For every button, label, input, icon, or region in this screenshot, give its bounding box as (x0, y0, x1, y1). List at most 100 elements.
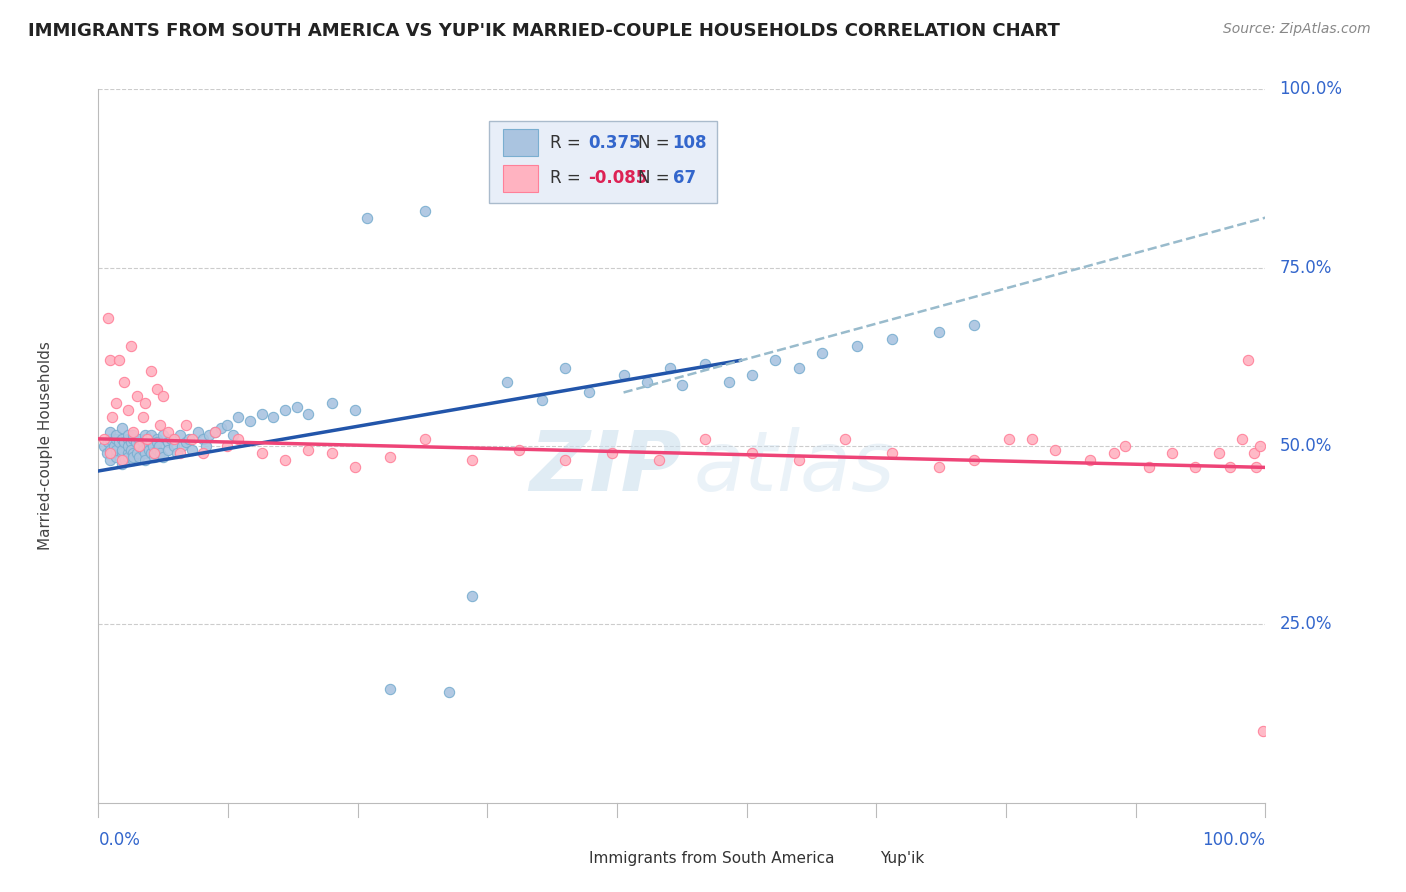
Point (98, 453, 121, 467)
FancyBboxPatch shape (845, 847, 875, 869)
Point (554, 360, 576, 375)
Point (104, 432, 127, 446)
Point (180, 442, 202, 457)
Point (117, 403, 139, 417)
FancyBboxPatch shape (554, 847, 582, 869)
Point (172, 439, 194, 453)
Point (1137, 460, 1160, 475)
Point (204, 425, 226, 439)
Point (169, 446, 191, 460)
Point (846, 339, 869, 353)
Point (128, 439, 150, 453)
Point (413, 203, 436, 218)
Point (112, 375, 135, 389)
Point (647, 453, 669, 467)
Point (134, 428, 156, 442)
Point (134, 453, 156, 467)
Point (122, 425, 145, 439)
Point (880, 332, 903, 346)
Point (111, 453, 134, 467)
Point (163, 439, 186, 453)
Point (174, 417, 197, 432)
Point (134, 432, 156, 446)
Point (120, 442, 142, 457)
Point (132, 435, 155, 450)
Point (117, 428, 139, 442)
Point (104, 396, 127, 410)
Point (139, 364, 162, 378)
Point (146, 435, 169, 450)
Point (103, 439, 125, 453)
Point (98, 432, 121, 446)
Point (122, 446, 145, 460)
Point (120, 339, 142, 353)
Point (578, 385, 600, 400)
Point (344, 403, 367, 417)
Point (132, 410, 155, 425)
Point (179, 432, 201, 446)
Point (125, 446, 148, 460)
Point (146, 432, 169, 446)
Point (122, 428, 145, 442)
Point (215, 417, 238, 432)
Point (111, 432, 134, 446)
Point (117, 432, 139, 446)
Point (274, 403, 297, 417)
Point (112, 435, 135, 450)
Point (928, 460, 950, 475)
Point (508, 442, 530, 457)
Point (128, 439, 150, 453)
Point (1208, 446, 1230, 460)
Point (146, 382, 169, 396)
Point (741, 368, 763, 382)
Point (1080, 453, 1102, 467)
Point (554, 453, 576, 467)
Point (139, 435, 162, 450)
Point (262, 410, 284, 425)
Point (157, 442, 180, 457)
Point (928, 325, 950, 339)
FancyBboxPatch shape (503, 129, 538, 156)
Point (997, 432, 1019, 446)
Text: R =: R = (550, 169, 581, 187)
Point (1230, 432, 1253, 446)
Point (143, 450, 166, 464)
Point (193, 446, 215, 460)
Point (250, 407, 273, 421)
Point (136, 439, 159, 453)
Point (1102, 446, 1125, 460)
Point (101, 410, 124, 425)
Point (93, 432, 115, 446)
Point (125, 389, 148, 403)
Point (613, 368, 636, 382)
Text: Yup'ik: Yup'ik (880, 851, 925, 866)
Text: -0.085: -0.085 (589, 169, 648, 187)
Point (717, 375, 740, 389)
Point (139, 428, 162, 442)
Point (149, 417, 172, 432)
Point (128, 432, 150, 446)
Point (96, 446, 118, 460)
Point (120, 435, 142, 450)
Point (1249, 439, 1271, 453)
Point (132, 442, 155, 457)
Text: Married-couple Households: Married-couple Households (38, 342, 53, 550)
Text: 0.0%: 0.0% (98, 831, 141, 849)
Point (180, 432, 202, 446)
Text: N =: N = (637, 169, 669, 187)
Point (671, 378, 693, 392)
Point (1251, 724, 1274, 739)
Point (114, 453, 136, 467)
Text: 25.0%: 25.0% (1279, 615, 1331, 633)
Point (117, 450, 139, 464)
Text: 100.0%: 100.0% (1202, 831, 1265, 849)
Point (285, 400, 308, 414)
Text: 100.0%: 100.0% (1279, 80, 1343, 98)
Point (187, 425, 209, 439)
Point (695, 432, 717, 446)
Text: R =: R = (550, 134, 581, 152)
Text: IMMIGRANTS FROM SOUTH AMERICA VS YUP'IK MARRIED-COUPLE HOUSEHOLDS CORRELATION CH: IMMIGRANTS FROM SOUTH AMERICA VS YUP'IK … (28, 22, 1060, 40)
Text: 75.0%: 75.0% (1279, 259, 1331, 277)
Text: atlas: atlas (693, 427, 896, 508)
Point (297, 407, 319, 421)
